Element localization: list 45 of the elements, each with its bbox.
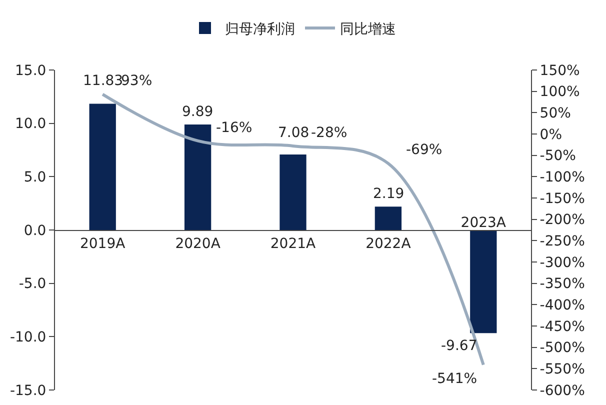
y-tick-label: 10.0 [15, 116, 46, 132]
y2-tick-label: -450% [540, 318, 585, 335]
y-tick-label: 5.0 [24, 170, 46, 186]
y2-tick-label: -500% [540, 340, 585, 356]
x-tick-label: 2019A [80, 236, 126, 252]
y2-tick-label: -200% [540, 212, 585, 228]
data-label: -541% [432, 371, 478, 387]
data-label: -9.67 [441, 338, 478, 354]
bar [374, 206, 402, 230]
bar [280, 154, 306, 230]
y2-tick-label: 0% [540, 126, 562, 143]
data-label: -16% [216, 120, 252, 136]
y-tick-label: -15.0 [10, 382, 46, 399]
data-label: 2.19 [373, 186, 404, 202]
y2-tick-label: 100% [540, 84, 580, 100]
y2-tick-label: -350% [540, 276, 585, 292]
data-label: 93% [121, 73, 152, 89]
y2-tick-label: 150% [540, 62, 580, 79]
bar [89, 104, 116, 230]
y2-tick-label: 50% [540, 106, 571, 122]
data-label: 7.08 [278, 125, 310, 141]
y-tick-label: 0.0 [24, 222, 46, 239]
y2-tick-label: -50% [540, 148, 576, 164]
data-label: -69% [406, 142, 442, 158]
y-tick-label: -10.0 [10, 330, 46, 346]
y2-tick-label: -550% [540, 362, 585, 378]
x-tick-label: 2022A [366, 236, 412, 252]
y2-tick-label: -100% [540, 170, 585, 186]
x-tick-label: 2023A [460, 215, 506, 232]
x-tick-label: 2020A [175, 236, 221, 252]
y2-tick-label: -600% [540, 382, 585, 399]
y-tick-label: 15.0 [15, 62, 46, 79]
x-tick-label: 2021A [270, 236, 316, 252]
data-label: -28% [311, 125, 348, 141]
y2-tick-label: -250% [540, 234, 585, 250]
y2-tick-label: -300% [540, 254, 585, 271]
legend-label: 归母净利润 [225, 21, 295, 38]
data-label: 9.89 [182, 104, 214, 120]
y-tick-label: -5.0 [18, 276, 46, 292]
data-label: 11.83 [83, 73, 124, 89]
bar [470, 230, 497, 334]
y2-tick-label: -400% [540, 298, 585, 314]
bar [184, 124, 212, 230]
y2-tick-label: -150% [540, 190, 585, 207]
legend-label: 同比增速 [340, 21, 396, 38]
